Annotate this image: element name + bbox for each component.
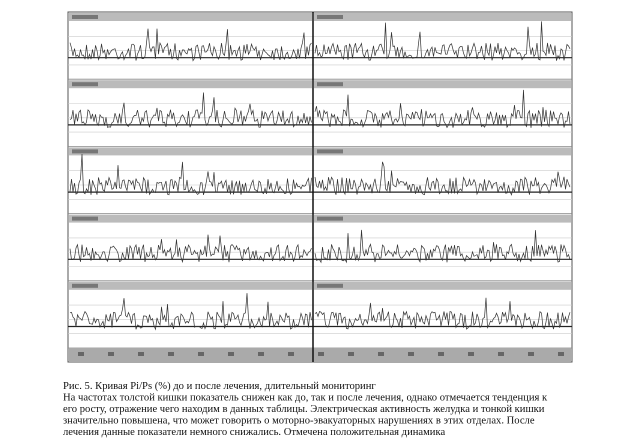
channel-label [317,15,343,19]
channel-header [314,281,571,290]
trace [69,28,312,62]
trace [314,21,571,61]
time-tick [498,352,504,356]
channel-header [314,80,571,89]
channel-header [69,80,312,89]
time-tick [108,352,114,356]
trace [69,234,312,264]
trace [314,297,571,330]
caption-text: лечения данные показатели немного снижал… [63,427,445,438]
caption-text: значительно повышена, что может говорить… [63,416,535,427]
channel-label [72,149,98,154]
channel-label [72,216,98,221]
time-tick [468,352,474,356]
monitoring-figure [67,11,573,363]
channel-label [317,216,343,221]
caption-text: его росту, отражение чего находим в данн… [63,404,545,415]
caption-title: Рис. 5. Кривая Pi/Ps (%) до и после лече… [63,381,376,392]
channel-label [317,82,343,87]
channel-label [72,283,98,288]
time-tick [348,352,354,356]
channel-header [69,214,312,223]
trace [314,89,571,129]
channel-header [314,147,571,156]
time-tick [168,352,174,356]
channel-header [69,147,312,156]
channel-label [72,82,98,87]
trace [69,293,312,331]
time-tick [318,352,324,356]
channel-label [72,15,98,19]
time-tick [138,352,144,356]
trace [314,229,571,264]
figure-frame [67,11,573,363]
trace [314,161,571,196]
channel-header [314,13,571,21]
channel-label [317,149,343,154]
trace [69,153,312,196]
time-tick [378,352,384,356]
time-tick [438,352,444,356]
caption-text: На частотах толстой кишки показатель сни… [63,393,548,404]
trace [69,92,312,128]
channel-label [317,283,343,288]
channel-header [314,214,571,223]
time-tick [78,352,84,356]
time-tick [258,352,264,356]
channel-header [69,281,312,290]
time-tick [528,352,534,356]
time-tick [288,352,294,356]
time-tick [228,352,234,356]
time-tick [198,352,204,356]
caption: Рис. 5. Кривая Pi/Ps (%) до и после лече… [63,381,548,438]
time-tick [558,352,564,356]
channel-header [69,13,312,21]
time-tick [408,352,414,356]
